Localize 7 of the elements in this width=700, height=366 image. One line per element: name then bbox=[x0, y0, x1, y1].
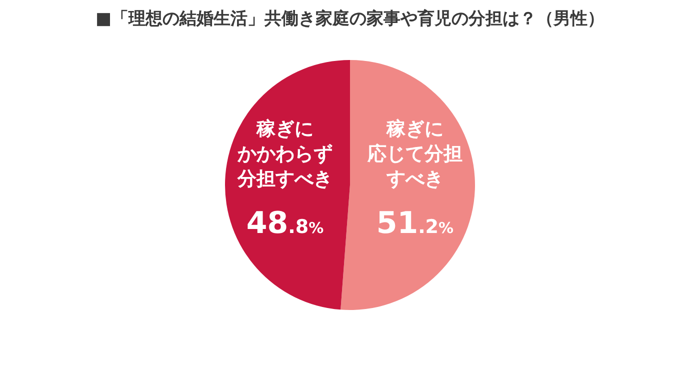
slice-label: 稼ぎにかかわらず分担すべき bbox=[236, 118, 333, 190]
data-label: 51.2% bbox=[376, 206, 454, 241]
pie-slice bbox=[225, 60, 350, 310]
slice-label: 稼ぎに応じて分担すべき bbox=[366, 118, 462, 190]
data-label: 48.8% bbox=[246, 206, 324, 241]
chart-title: ■「理想の結婚生活」共働き家庭の家事や育児の分担は？（男性） bbox=[95, 8, 605, 29]
pie-slice bbox=[340, 60, 475, 310]
